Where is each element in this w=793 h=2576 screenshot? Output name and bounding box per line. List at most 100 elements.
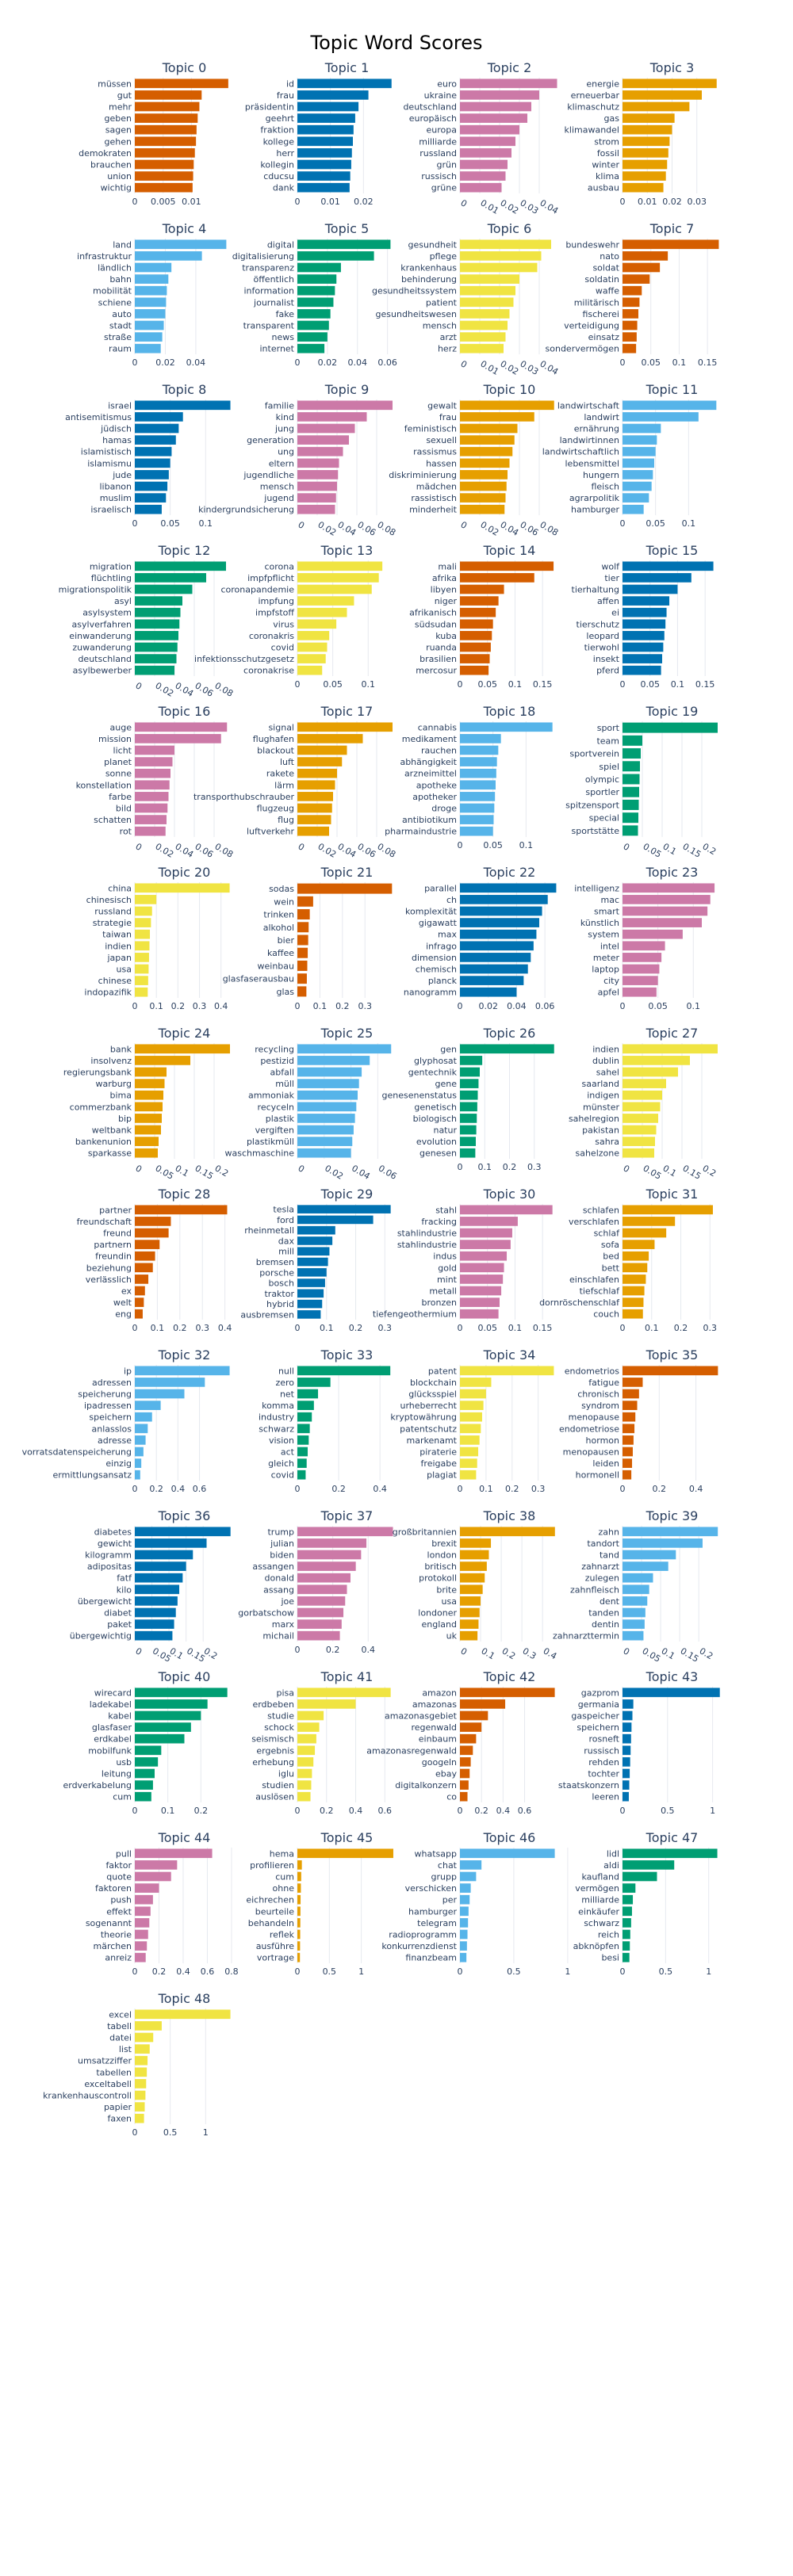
bar	[460, 1458, 477, 1468]
word-label: gut	[117, 90, 132, 101]
word-label: gold	[438, 1263, 457, 1273]
bar	[460, 803, 495, 813]
word-label: seismisch	[251, 1734, 294, 1745]
word-label: endometrios	[565, 1366, 620, 1376]
word-label: kryptowährung	[390, 1412, 457, 1423]
word-label: geehrt	[266, 113, 295, 124]
bar	[297, 182, 350, 193]
word-label: net	[280, 1389, 295, 1400]
tick-label: 0.2	[320, 1806, 334, 1816]
word-label: hema	[270, 1848, 294, 1859]
bar	[297, 1860, 302, 1870]
word-label: chinesisch	[86, 895, 132, 905]
bar	[460, 654, 490, 663]
word-label: glücksspiel	[408, 1389, 457, 1400]
word-label: patent	[428, 1366, 458, 1376]
bar	[135, 1860, 178, 1870]
bar	[623, 1389, 639, 1399]
bar	[623, 596, 670, 606]
word-label: metall	[429, 1286, 457, 1297]
bar	[135, 1733, 185, 1744]
chart-title: Topic 13	[320, 543, 374, 558]
tick-label: 0.6	[518, 1806, 532, 1816]
bar	[297, 1561, 356, 1571]
bar	[460, 446, 513, 457]
bar	[460, 1584, 483, 1595]
bar	[460, 481, 507, 491]
word-label: flugzeug	[257, 804, 294, 814]
word-label: freundin	[95, 1252, 132, 1262]
bar	[297, 960, 308, 971]
bar	[297, 1952, 301, 1963]
bar	[623, 774, 640, 785]
bar	[460, 400, 554, 411]
bar	[135, 1768, 155, 1779]
word-label: indus	[433, 1252, 457, 1262]
word-label: deutschland	[78, 654, 132, 664]
word-label: speichern	[577, 1722, 619, 1733]
bar	[135, 1894, 153, 1905]
word-label: zero	[275, 1378, 294, 1388]
chart-title: Topic 37	[320, 1508, 374, 1523]
tick-label: 0	[295, 1484, 301, 1494]
bar	[460, 1745, 473, 1756]
bar	[623, 1871, 657, 1882]
word-label: dimension	[412, 953, 457, 963]
tick-label: 0.1	[671, 679, 685, 690]
tick-label: 0.2	[213, 1163, 231, 1179]
tick-label: 0.1	[478, 1162, 492, 1172]
bar	[135, 642, 178, 652]
bar	[297, 1090, 358, 1100]
bar	[623, 654, 662, 663]
bar	[135, 1952, 146, 1963]
topic-chart-40: Topic 40wirecardladekabelkabelglasfasere…	[63, 1669, 228, 1816]
word-label: iglu	[278, 1769, 294, 1779]
word-label: russisch	[584, 1745, 619, 1756]
word-label: winter	[592, 160, 619, 170]
word-label: spiel	[599, 762, 619, 772]
tick-label: 0.3	[521, 1645, 538, 1661]
word-label: rheinmetall	[244, 1225, 294, 1236]
bar	[135, 2113, 144, 2123]
word-label: komplexität	[405, 907, 458, 917]
word-label: verschicken	[405, 1883, 457, 1894]
bar	[623, 799, 639, 810]
bar	[460, 1699, 506, 1709]
word-label: flug	[278, 815, 294, 825]
word-label: land	[113, 239, 132, 250]
word-label: leiden	[592, 1458, 619, 1469]
bar	[297, 493, 336, 503]
word-label: whatsapp	[415, 1848, 457, 1859]
word-label: genesen	[419, 1148, 457, 1159]
bar	[297, 1056, 370, 1065]
bar	[297, 412, 367, 422]
word-label: müll	[275, 1079, 294, 1089]
bar	[297, 947, 308, 958]
tick-label: 0.1	[672, 357, 687, 368]
chart-title: Topic 40	[158, 1669, 211, 1684]
bar	[460, 722, 553, 732]
tick-label: 0.02	[499, 358, 521, 377]
bar	[460, 171, 506, 181]
bar	[135, 1424, 148, 1434]
word-label: ford	[277, 1215, 294, 1225]
word-label: bier	[278, 935, 295, 946]
bar	[135, 2044, 150, 2054]
word-label: übergewichtig	[70, 1631, 132, 1642]
bar	[135, 1573, 183, 1583]
bar	[135, 2090, 146, 2100]
word-label: intelligenz	[574, 883, 619, 893]
word-label: england	[422, 1619, 457, 1630]
bar	[623, 78, 717, 89]
topic-chart-1: Topic 1idfraupräsidentingeehrtfraktionko…	[245, 60, 392, 207]
word-label: gaspeicher	[571, 1711, 619, 1722]
bar	[297, 251, 374, 261]
word-label: gen	[440, 1044, 457, 1054]
bar	[297, 320, 329, 331]
tick-label: 0.02	[479, 519, 501, 538]
word-label: jugend	[263, 493, 294, 503]
chart-title: Topic 10	[483, 382, 536, 397]
word-label: gene	[435, 1079, 458, 1089]
word-label: markenamt	[407, 1435, 458, 1446]
word-label: amazonas	[412, 1699, 457, 1710]
